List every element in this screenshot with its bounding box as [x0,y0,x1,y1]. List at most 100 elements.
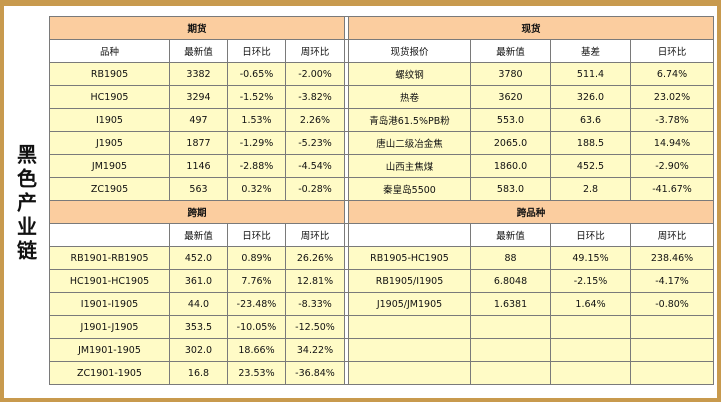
table-row: J1905 1877 -1.29% -5.23% 唐山二级冶金焦 2065.0 188.5 1… [49,131,715,155]
spread-cell: 302.0 [169,338,228,362]
cross-cell [630,338,715,362]
spread-cell: 353.5 [169,315,228,339]
spot-header-cell: 最新值 [470,39,552,63]
spread-cell: I1901-I1905 [49,292,170,316]
side-title: 黑色产业链 [13,144,38,264]
spread-cell: -10.05% [227,315,286,339]
cross-title: 跨品种 [348,200,715,224]
cross-cell [470,361,552,385]
cross-cell [550,338,632,362]
table-row: JM1901-1905 302.0 18.66% 34.22% [49,338,715,362]
spread-cell: 44.0 [169,292,228,316]
spot-cell: 2065.0 [470,131,552,155]
spread-cell: -12.50% [284,315,346,339]
futures-cell: 1146 [169,154,228,178]
spot-cell: -41.67% [630,177,715,201]
spot-cell: 326.0 [550,85,632,109]
spot-header-cell: 基差 [550,39,632,63]
spot-cell: 583.0 [470,177,552,201]
spot-cell: 511.4 [550,62,632,86]
table-row: HC1901-HC1905 361.0 7.76% 12.81% RB1905/I190… [49,269,715,293]
cross-cell: 6.8048 [470,269,552,293]
futures-cell: 3294 [169,85,228,109]
futures-cell: -3.82% [284,85,346,109]
spread-cell: -8.33% [284,292,346,316]
spot-cell: 青岛港61.5%PB粉 [348,108,472,132]
futures-cell: J1905 [49,131,170,155]
spot-cell: 热卷 [348,85,472,109]
futures-cell: 497 [169,108,228,132]
table-row: I1901-I1905 44.0 -23.48% -8.33% J1905/JM1905… [49,292,715,316]
spread-cell: JM1901-1905 [49,338,170,362]
spread-cell: HC1901-HC1905 [49,269,170,293]
futures-cell: -2.88% [227,154,286,178]
futures-cell: -5.23% [284,131,346,155]
spread-cell: 12.81% [284,269,346,293]
spread-cell: 23.53% [227,361,286,385]
spot-cell: 3780 [470,62,552,86]
spot-cell: 63.6 [550,108,632,132]
futures-cell: 1877 [169,131,228,155]
cross-cell: 238.46% [630,246,715,270]
spread-cell: 16.8 [169,361,228,385]
spread-header-cell: 周环比 [284,223,346,247]
table-row: ZC1901-1905 16.8 23.53% -36.84% [49,361,715,385]
spread-cell: ZC1901-1905 [49,361,170,385]
spread-header-cell: 日环比 [227,223,286,247]
spread-cell: 0.89% [227,246,286,270]
cross-header-cell: 周环比 [630,223,715,247]
futures-cell: JM1905 [49,154,170,178]
spot-cell: -3.78% [630,108,715,132]
cross-cell [348,338,472,362]
spread-cell: -23.48% [227,292,286,316]
spot-cell: 2.8 [550,177,632,201]
spread-cell: 34.22% [284,338,346,362]
spread-cell: 7.76% [227,269,286,293]
cross-header-cell: 日环比 [550,223,632,247]
futures-header-cell: 日环比 [227,39,286,63]
spread-cell: J1901-J1905 [49,315,170,339]
cross-cell: 1.64% [550,292,632,316]
spread-header-cell [49,223,170,247]
futures-cell: 1.53% [227,108,286,132]
spot-cell: 553.0 [470,108,552,132]
report-frame: 黑色产业链 期货 现货 品种 最新值 日环比 周环比 现货报价 最新值 基差 日环比 RB1905 3… [4,6,717,398]
futures-cell: -1.29% [227,131,286,155]
spot-cell: 秦皇岛5500 [348,177,472,201]
table-row: J1901-J1905 353.5 -10.05% -12.50% [49,315,715,339]
spread-cell: 26.26% [284,246,346,270]
spot-cell: 1860.0 [470,154,552,178]
futures-header-cell: 最新值 [169,39,228,63]
futures-cell: -4.54% [284,154,346,178]
cross-cell [348,361,472,385]
cross-cell: 88 [470,246,552,270]
cross-cell [630,315,715,339]
cross-cell [550,361,632,385]
futures-cell: 2.26% [284,108,346,132]
cross-cell: 49.15% [550,246,632,270]
spot-cell: 6.74% [630,62,715,86]
spot-cell: 188.5 [550,131,632,155]
cross-header-cell: 最新值 [470,223,552,247]
futures-cell: -0.65% [227,62,286,86]
cross-cell: 1.6381 [470,292,552,316]
futures-cell: 563 [169,177,228,201]
spot-cell: 唐山二级冶金焦 [348,131,472,155]
futures-cell: I1905 [49,108,170,132]
cross-cell [348,315,472,339]
futures-header-cell: 周环比 [284,39,346,63]
futures-cell: 3382 [169,62,228,86]
cross-cell: -0.80% [630,292,715,316]
spot-cell: -2.90% [630,154,715,178]
table-row: RB1901-RB1905 452.0 0.89% 26.26% RB1905-HC19… [49,246,715,270]
futures-cell: 0.32% [227,177,286,201]
cross-cell: -4.17% [630,269,715,293]
futures-cell: -0.28% [284,177,346,201]
table-row: I1905 497 1.53% 2.26% 青岛港61.5%PB粉 553.0 63.6 -3… [49,108,715,132]
futures-cell: ZC1905 [49,177,170,201]
cross-cell: -2.15% [550,269,632,293]
side-title-area: 黑色产业链 [4,14,48,394]
futures-cell: -1.52% [227,85,286,109]
spread-header-cell: 最新值 [169,223,228,247]
spot-cell: 山西主焦煤 [348,154,472,178]
